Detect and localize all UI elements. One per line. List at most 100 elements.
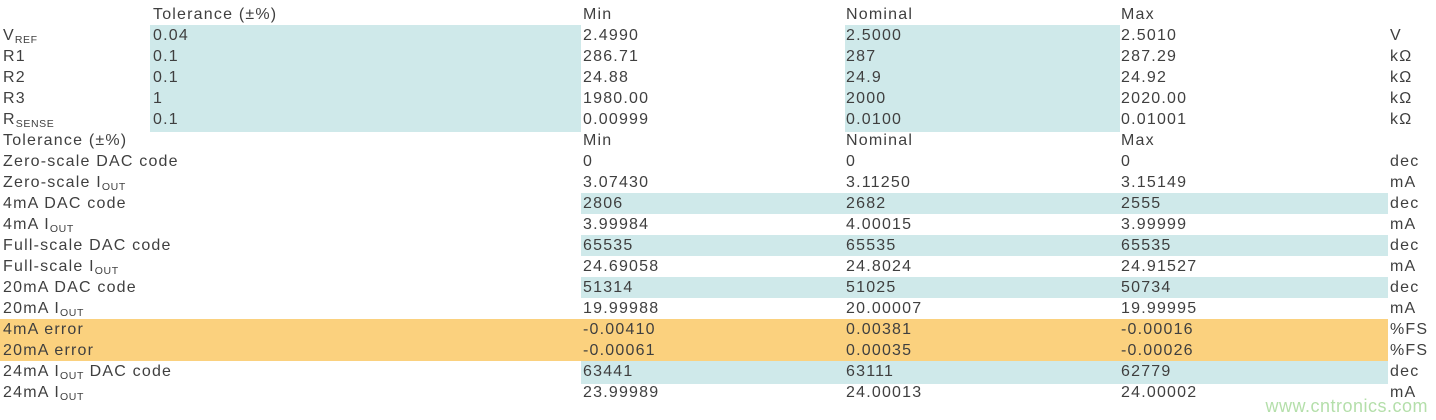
nominal-value: 2.5000 xyxy=(845,25,1120,48)
max-value: 2555 xyxy=(1120,193,1388,214)
min-value: 51314 xyxy=(581,277,845,298)
nominal-value: 24.00013 xyxy=(846,384,923,401)
min-value: 2.4990 xyxy=(583,27,640,44)
label-subscript: REF xyxy=(14,34,38,46)
table-row-vref: VREF 0.04 2.4990 2.5000 2.5010 V xyxy=(0,25,1436,48)
row-label: RSENSE xyxy=(3,111,55,130)
tolerance-value xyxy=(150,382,581,405)
max-value: 62779 xyxy=(1120,361,1388,384)
tolerance-value xyxy=(150,256,581,279)
min-value: 1980.00 xyxy=(583,90,650,107)
max-value: 287.29 xyxy=(1121,48,1178,65)
nominal-value: 24.9 xyxy=(845,67,1120,88)
min-value: 2806 xyxy=(581,193,845,214)
min-value: 0.00999 xyxy=(583,111,650,128)
label-subscript: OUT xyxy=(60,391,84,403)
max-value: 0.01001 xyxy=(1121,111,1188,128)
nominal-value: 63111 xyxy=(845,361,1120,384)
header-label-spacer xyxy=(0,4,150,25)
tolerance-value: 0.04 xyxy=(150,25,581,48)
table-row-4ma-iout: 4mA IOUT 3.99984 4.00015 3.99999 mA xyxy=(0,214,1436,235)
row-label: R1 xyxy=(3,48,26,65)
row-label: Zero-scale DAC code xyxy=(3,153,179,170)
min-value: 3.99984 xyxy=(583,216,650,233)
table-row-4ma-dac: 4mA DAC code 2806 2682 2555 dec xyxy=(0,193,1436,214)
table-row-24ma-iout: 24mA IOUT 23.99989 24.00013 24.00002 mA xyxy=(0,382,1436,403)
table-row-20ma-error: 20mA error -0.00061 0.00035 -0.00026 %FS xyxy=(0,340,1436,361)
header-unit-spacer-2 xyxy=(1388,130,1436,151)
column-header-tolerance: Tolerance (±%) xyxy=(153,6,278,23)
nominal-value: 65535 xyxy=(845,235,1120,256)
row-label: R3 xyxy=(3,90,26,107)
label-subscript: OUT xyxy=(49,223,74,235)
unit-label: dec xyxy=(1390,153,1420,170)
unit-label: %FS xyxy=(1390,342,1429,359)
column-header-nominal: Nominal xyxy=(846,6,914,23)
watermark-text: www.cntronics.com xyxy=(1265,396,1428,416)
max-value: 2.5010 xyxy=(1121,27,1178,44)
nominal-value: 2000 xyxy=(845,88,1120,109)
nominal-value: 0 xyxy=(846,153,857,170)
column-header-min: Min xyxy=(583,6,613,23)
tolerance-value xyxy=(150,172,581,195)
unit-label: mA xyxy=(1390,300,1417,317)
table-row-20ma-iout: 20mA IOUT 19.99988 20.00007 19.99995 mA xyxy=(0,298,1436,319)
unit-label: mA xyxy=(1390,174,1417,191)
tolerance-value xyxy=(150,298,581,321)
tolerance-value xyxy=(150,319,581,340)
table-row-r3: R3 1 1980.00 2000 2020.00 kΩ xyxy=(0,88,1436,109)
max-value: 65535 xyxy=(1120,235,1388,256)
unit-label: kΩ xyxy=(1390,90,1413,107)
tolerance-value xyxy=(150,340,581,361)
unit-label: %FS xyxy=(1390,321,1429,338)
nominal-value: 0.00035 xyxy=(845,340,1120,361)
row-label: 20mA IOUT xyxy=(3,300,84,319)
nominal-value: 2682 xyxy=(845,193,1120,214)
label-subscript: SENSE xyxy=(15,118,55,130)
table-row-r1: R1 0.1 286.71 287 287.29 kΩ xyxy=(0,46,1436,67)
unit-label: dec xyxy=(1390,237,1420,254)
tolerance-value xyxy=(150,361,581,384)
row-label: Zero-scale IOUT xyxy=(3,174,126,193)
unit-label: kΩ xyxy=(1390,69,1413,86)
tolerance-value xyxy=(150,235,581,256)
row-label: Full-scale IOUT xyxy=(3,258,119,277)
header-unit-spacer xyxy=(1388,4,1436,25)
table-header-row-2: Tolerance (±%) Min Nominal Max xyxy=(0,130,1436,151)
max-value: 3.15149 xyxy=(1121,174,1188,191)
row-label: 24mA IOUT xyxy=(3,384,84,403)
min-value: 24.88 xyxy=(583,69,630,86)
label-subscript: OUT xyxy=(101,181,126,193)
nominal-value: 51025 xyxy=(845,277,1120,298)
row-label: VREF xyxy=(3,27,38,46)
table-row-20ma-dac: 20mA DAC code 51314 51025 50734 dec xyxy=(0,277,1436,298)
unit-label: dec xyxy=(1390,195,1420,212)
nominal-value: 24.8024 xyxy=(846,258,913,275)
unit-label: dec xyxy=(1390,363,1420,380)
max-value: 50734 xyxy=(1120,277,1388,298)
table-row-fullscale-dac: Full-scale DAC code 65535 65535 65535 de… xyxy=(0,235,1436,256)
tolerance-table: Tolerance (±%) Min Nominal Max VREF 0.04… xyxy=(0,4,1436,403)
row-label: 4mA DAC code xyxy=(3,195,127,212)
min-value: 286.71 xyxy=(583,48,640,65)
max-value: 2020.00 xyxy=(1121,90,1188,107)
max-value: 19.99995 xyxy=(1121,300,1198,317)
tolerance-value: 0.1 xyxy=(150,109,581,132)
nominal-value: 0.0100 xyxy=(845,109,1120,132)
row-label: 20mA error xyxy=(0,340,150,361)
min-value: -0.00410 xyxy=(581,319,845,340)
min-value: 23.99989 xyxy=(583,384,660,401)
min-value: 0 xyxy=(583,153,594,170)
nominal-value: 3.11250 xyxy=(846,174,912,191)
column-header-min-2: Min xyxy=(583,132,613,149)
max-value: -0.00016 xyxy=(1120,319,1388,340)
max-value: 3.99999 xyxy=(1121,216,1188,233)
max-value: 24.00002 xyxy=(1121,384,1198,401)
table-row-fullscale-iout: Full-scale IOUT 24.69058 24.8024 24.9152… xyxy=(0,256,1436,277)
row-label: Full-scale DAC code xyxy=(3,237,172,254)
tolerance-value xyxy=(150,214,581,237)
nominal-value: 287 xyxy=(845,46,1120,67)
min-value: 63441 xyxy=(581,361,845,384)
min-value: -0.00061 xyxy=(581,340,845,361)
